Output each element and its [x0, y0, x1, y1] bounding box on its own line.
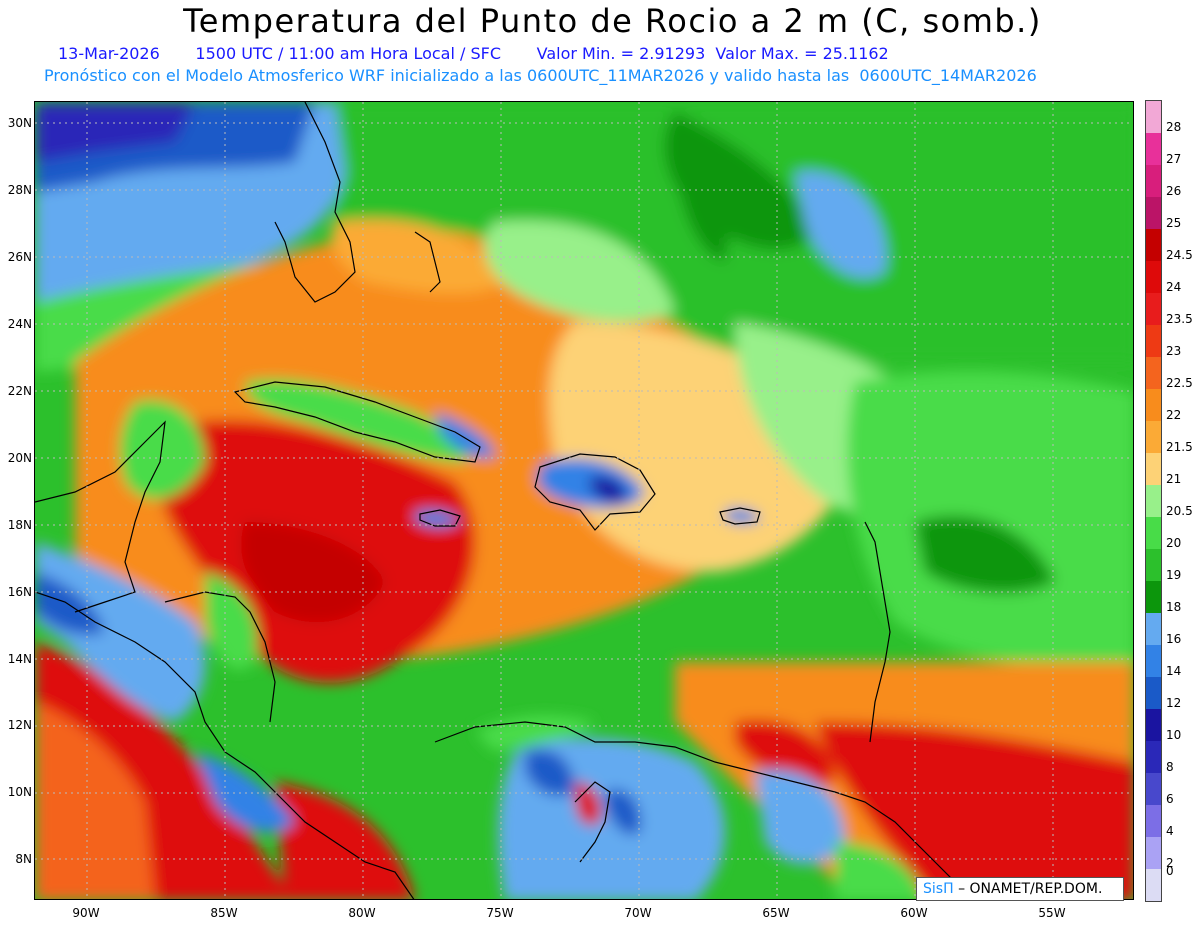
lon-label-80w: 80W	[348, 906, 376, 920]
map-canvas	[35, 102, 1133, 899]
colorbar-label: 21	[1166, 472, 1182, 486]
colorbar-label: 26	[1166, 184, 1182, 198]
colorbar-label: 23	[1166, 344, 1182, 358]
colorbar-label: 19	[1166, 568, 1182, 582]
colorbar-cell-10	[1146, 709, 1161, 741]
colorbar-cell-24-5	[1146, 229, 1161, 261]
lon-label-65w: 65W	[762, 906, 790, 920]
valid-time-line: 13-Mar-2026 1500 UTC / 11:00 am Hora Loc…	[58, 44, 889, 63]
colorbar-cell-0	[1146, 869, 1161, 901]
colorbar-cell-12	[1146, 677, 1161, 709]
colorbar-label: 28	[1166, 120, 1182, 134]
dewpoint-map	[34, 101, 1134, 900]
graticule	[35, 102, 1133, 899]
lat-label-12n: 12N	[7, 718, 32, 732]
colorbar-label: 12	[1166, 696, 1182, 710]
colorbar-cell-20-5	[1146, 485, 1161, 517]
colorbar-label: 6	[1166, 792, 1174, 806]
colorbar-cell-22-5	[1146, 357, 1161, 389]
colorbar-cell-23	[1146, 325, 1161, 357]
colorbar-cell-23-5	[1146, 293, 1161, 325]
lat-label-30n: 30N	[7, 116, 32, 130]
colorbar-label: 20.5	[1166, 504, 1193, 518]
colorbar-cell-20	[1146, 517, 1161, 549]
colorbar-label: 4	[1166, 824, 1174, 838]
colorbar-label: 8	[1166, 760, 1174, 774]
colorbar-label: 16	[1166, 632, 1182, 646]
lat-label-14n: 14N	[7, 652, 32, 666]
forecast-date: 13-Mar-2026	[58, 44, 160, 63]
lon-label-90w: 90W	[72, 906, 100, 920]
lon-label-55w: 55W	[1038, 906, 1066, 920]
colorbar-cell-4	[1146, 805, 1161, 837]
lat-label-20n: 20N	[7, 451, 32, 465]
colorbar-label: 2	[1166, 856, 1174, 870]
lat-label-26n: 26N	[7, 250, 32, 264]
colorbar-cell-24	[1146, 261, 1161, 293]
colorbar-cell-19	[1146, 549, 1161, 581]
colorbar-cell-22	[1146, 389, 1161, 421]
colorbar-cell-16	[1146, 613, 1161, 645]
lat-label-28n: 28N	[7, 183, 32, 197]
colorbar-label: 10	[1166, 728, 1182, 742]
colorbar-cell-27	[1146, 133, 1161, 165]
colorbar-cell-8	[1146, 741, 1161, 773]
max-value: Valor Max. = 25.1162	[715, 44, 889, 63]
colorbar-cell-18	[1146, 581, 1161, 613]
colorbar-label: 21.5	[1166, 440, 1193, 454]
colorbar-cell-26	[1146, 165, 1161, 197]
colorbar-label: 14	[1166, 664, 1182, 678]
dewpoint-field	[35, 102, 1133, 899]
colorbar-label: 25	[1166, 216, 1182, 230]
credit-box: SisΠ – ONAMET/REP.DOM.	[916, 877, 1124, 901]
colorbar-cell-21	[1146, 453, 1161, 485]
lat-label-22n: 22N	[7, 384, 32, 398]
lat-label-8n: 8N	[15, 852, 32, 866]
colorbar-label: 24.5	[1166, 248, 1193, 262]
lat-label-18n: 18N	[7, 518, 32, 532]
lat-label-24n: 24N	[7, 317, 32, 331]
lon-label-85w: 85W	[210, 906, 238, 920]
colorbar-cell-14	[1146, 645, 1161, 677]
lon-label-60w: 60W	[900, 906, 928, 920]
credit-text: – ONAMET/REP.DOM.	[958, 881, 1103, 897]
map-title: Temperatura del Punto de Rocio a 2 m (C,…	[183, 2, 1042, 40]
colorbar-label: 27	[1166, 152, 1182, 166]
colorbar-label: 22	[1166, 408, 1182, 422]
lon-label-70w: 70W	[624, 906, 652, 920]
colorbar-cell-28	[1146, 101, 1161, 133]
colorbar-cell-21-5	[1146, 421, 1161, 453]
colorbar-label: 23.5	[1166, 312, 1193, 326]
colorbar-cell-6	[1146, 773, 1161, 805]
colorbar-label: 24	[1166, 280, 1182, 294]
sisp-logo: SisΠ	[923, 881, 954, 897]
colorbar-cell-2	[1146, 837, 1161, 869]
colorbar-label: 22.5	[1166, 376, 1193, 390]
colorbar-label: 20	[1166, 536, 1182, 550]
colorbar-label: 0	[1166, 864, 1174, 878]
colorbar	[1145, 100, 1162, 902]
forecast-time: 1500 UTC / 11:00 am Hora Local / SFC	[195, 44, 502, 63]
min-value: Valor Min. = 2.91293	[536, 44, 706, 63]
model-info-line: Pronóstico con el Modelo Atmosferico WRF…	[44, 66, 1037, 85]
colorbar-label: 18	[1166, 600, 1182, 614]
lon-label-75w: 75W	[486, 906, 514, 920]
colorbar-cell-25	[1146, 197, 1161, 229]
lat-label-10n: 10N	[7, 785, 32, 799]
lat-label-16n: 16N	[7, 585, 32, 599]
